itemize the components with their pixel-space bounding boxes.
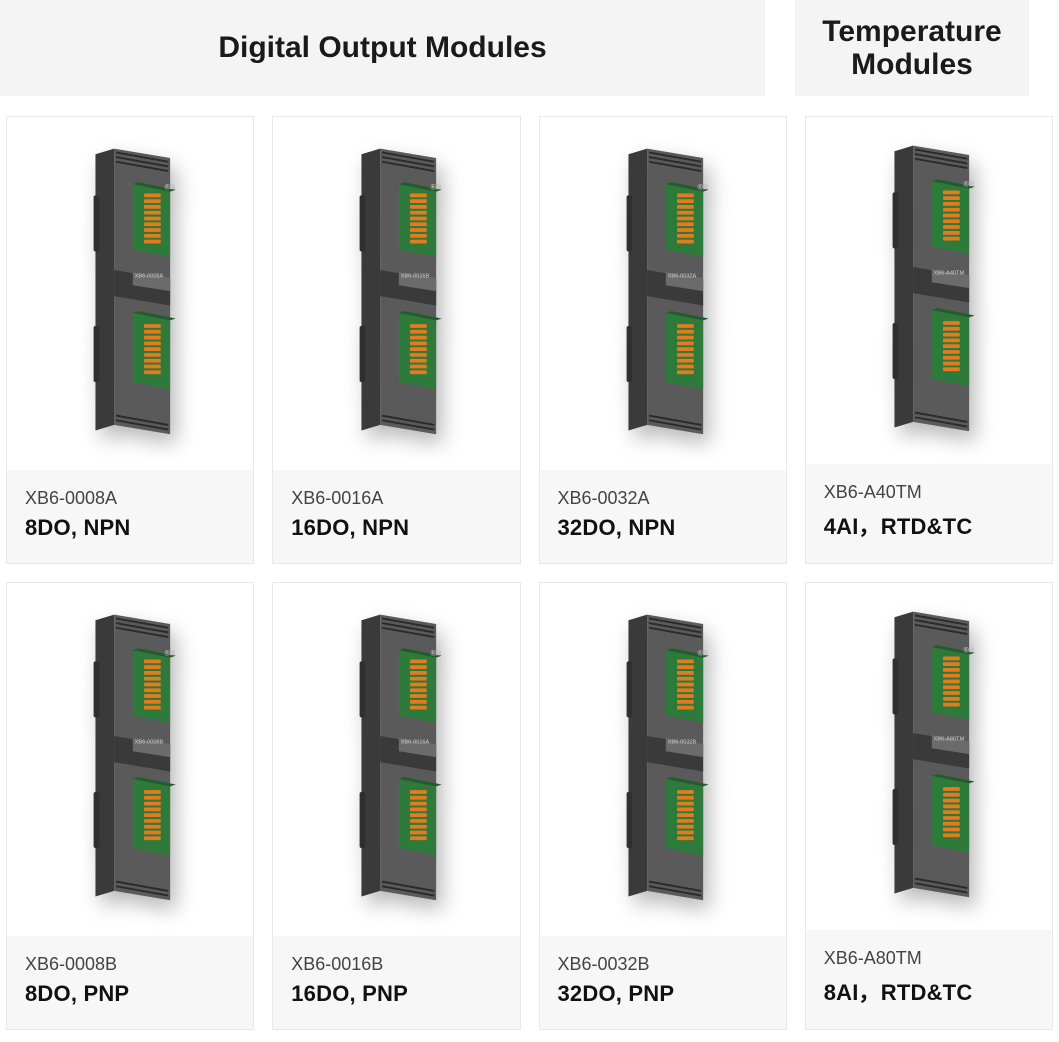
product-image: ®R XB6-0032A (540, 117, 786, 470)
product-caption: XB6-0032A 32DO, NPN (540, 470, 786, 563)
section-header-digital-output: Digital Output Modules (0, 0, 765, 96)
product-image: ®R XB6-0008A (7, 117, 253, 470)
plc-module-icon: ®R XB6-0016A (326, 614, 466, 914)
product-card[interactable]: ®R XB6-A40TM XB6-A40TM 4AI，RTD&TC (805, 116, 1053, 564)
product-desc: 16DO, NPN (291, 515, 501, 541)
product-sku: XB6-0008A (25, 488, 235, 509)
svg-text:XB6-0032B: XB6-0032B (667, 739, 696, 745)
svg-text:XB6-0032A: XB6-0032A (667, 273, 696, 279)
svg-text:XB6-A40TM: XB6-A40TM (934, 270, 965, 276)
product-caption: XB6-0008A 8DO, NPN (7, 470, 253, 563)
product-desc: 32DO, NPN (558, 515, 768, 541)
product-sku: XB6-A80TM (824, 948, 1034, 969)
product-caption: XB6-0008B 8DO, PNP (7, 936, 253, 1029)
svg-text:®R: ®R (431, 648, 442, 657)
product-image: ®R XB6-A40TM (806, 117, 1052, 464)
section-header-temperature: Temperature Modules (795, 0, 1029, 96)
product-card[interactable]: ®R XB6-0016B XB6-0016A 16DO, NPN (272, 116, 520, 564)
product-sku: XB6-0032A (558, 488, 768, 509)
plc-module-icon: ®R XB6-A40TM (859, 145, 999, 445)
svg-text:XB6-0008A: XB6-0008A (135, 273, 164, 279)
product-image: ®R XB6-0032B (540, 583, 786, 936)
product-image: ®R XB6-0008B (7, 583, 253, 936)
product-image: ®R XB6-A80TM (806, 583, 1052, 930)
product-card[interactable]: ®R XB6-0016A XB6-0016B 16DO, PNP (272, 582, 520, 1030)
product-image: ®R XB6-0016B (273, 117, 519, 470)
product-image: ®R XB6-0016A (273, 583, 519, 936)
svg-text:®R: ®R (963, 645, 974, 654)
plc-module-icon: ®R XB6-0008B (60, 614, 200, 914)
svg-text:®R: ®R (165, 648, 176, 657)
plc-module-icon: ®R XB6-0016B (326, 148, 466, 448)
product-sku: XB6-0016A (291, 488, 501, 509)
svg-text:®R: ®R (431, 182, 442, 191)
svg-text:®R: ®R (697, 648, 708, 657)
product-desc: 8AI，RTD&TC (824, 975, 1034, 1007)
product-card[interactable]: ®R XB6-0008B XB6-0008B 8DO, PNP (6, 582, 254, 1030)
product-card[interactable]: ®R XB6-A80TM XB6-A80TM 8AI，RTD&TC (805, 582, 1053, 1030)
svg-text:XB6-0016A: XB6-0016A (401, 739, 430, 745)
plc-module-icon: ®R XB6-0008A (60, 148, 200, 448)
svg-text:XB6-0016B: XB6-0016B (401, 273, 430, 279)
svg-text:®R: ®R (165, 182, 176, 191)
product-sku: XB6-A40TM (824, 482, 1034, 503)
product-caption: XB6-0016A 16DO, NPN (273, 470, 519, 563)
product-sku: XB6-0032B (558, 954, 768, 975)
product-card[interactable]: ®R XB6-0008A XB6-0008A 8DO, NPN (6, 116, 254, 564)
svg-text:XB6-0008B: XB6-0008B (135, 739, 164, 745)
plc-module-icon: ®R XB6-0032A (593, 148, 733, 448)
product-card[interactable]: ®R XB6-0032A XB6-0032A 32DO, NPN (539, 116, 787, 564)
product-sku: XB6-0008B (25, 954, 235, 975)
product-card[interactable]: ®R XB6-0032B XB6-0032B 32DO, PNP (539, 582, 787, 1030)
plc-module-icon: ®R XB6-0032B (593, 614, 733, 914)
product-sku: XB6-0016B (291, 954, 501, 975)
plc-module-icon: ®R XB6-A80TM (859, 611, 999, 911)
product-desc: 32DO, PNP (558, 981, 768, 1007)
product-desc: 8DO, NPN (25, 515, 235, 541)
product-caption: XB6-0016B 16DO, PNP (273, 936, 519, 1029)
product-caption: XB6-0032B 32DO, PNP (540, 936, 786, 1029)
svg-text:XB6-A80TM: XB6-A80TM (934, 736, 965, 742)
product-desc: 16DO, PNP (291, 981, 501, 1007)
svg-text:®R: ®R (697, 182, 708, 191)
product-caption: XB6-A80TM 8AI，RTD&TC (806, 930, 1052, 1029)
product-caption: XB6-A40TM 4AI，RTD&TC (806, 464, 1052, 563)
svg-text:®R: ®R (963, 179, 974, 188)
product-desc: 4AI，RTD&TC (824, 509, 1034, 541)
product-grid: ®R XB6-0008A XB6-0008A 8DO, NPN (0, 116, 1059, 1030)
product-desc: 8DO, PNP (25, 981, 235, 1007)
